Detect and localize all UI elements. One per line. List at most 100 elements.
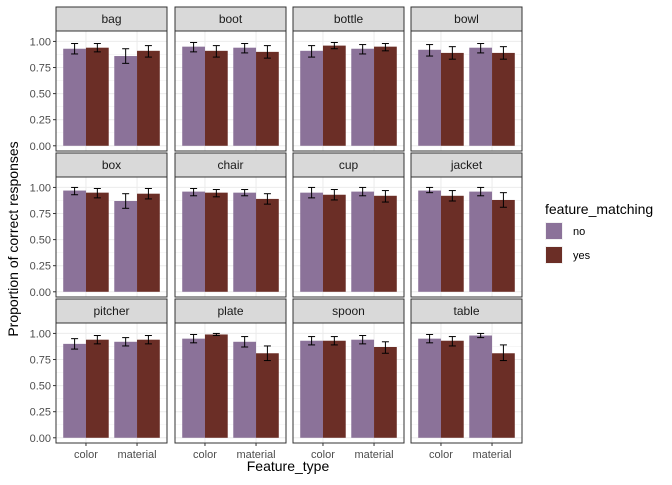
panel-jacket: jacket [410, 152, 523, 298]
facet-strip [55, 6, 168, 32]
bar-material-no [114, 56, 138, 146]
bar-material-yes [137, 339, 160, 438]
bar-material-yes [374, 347, 397, 438]
bar-material-yes [492, 353, 515, 438]
y-tick-label: 0.25 [30, 115, 51, 127]
legend-key-no [546, 223, 562, 239]
bar-color-no [418, 49, 441, 146]
panel-cup: cup [292, 152, 405, 298]
bar-material-yes [137, 193, 160, 292]
facet-strip-label: box [102, 158, 121, 172]
bar-material-no [114, 341, 138, 438]
x-tick-label: color [429, 449, 453, 461]
panel-plate: plate color material [174, 298, 287, 461]
panel-table: table color material [410, 298, 523, 461]
panel-pitcher: pitcher 0.00 0.25 0.50 0.75 1.00 color material [30, 298, 168, 461]
panel-border [410, 176, 523, 298]
bar-material-no [233, 192, 257, 292]
y-tick-label: 0.00 [30, 287, 51, 299]
facet-strip-label: spoon [332, 304, 365, 318]
y-tick-label: 1.00 [30, 328, 51, 340]
x-axis-title: Feature_type [247, 458, 330, 474]
bar-color-no [300, 50, 323, 146]
bar-material-yes [492, 52, 515, 146]
facet-strip-label: bag [101, 12, 121, 26]
panel-border [292, 322, 405, 444]
panel-border [174, 176, 287, 298]
y-tick-label: 0.75 [30, 63, 51, 75]
panel-border [410, 30, 523, 152]
facet-strip-label: plate [217, 304, 243, 318]
panel-spoon: spoon color material [292, 298, 405, 461]
bar-color-yes [85, 192, 109, 292]
bar-color-yes [440, 340, 464, 438]
bar-material-no [351, 191, 375, 292]
panel-chair: chair [174, 152, 287, 298]
x-tick-label: color [193, 449, 217, 461]
panel-border [55, 176, 168, 298]
x-tick-label: material [236, 449, 275, 461]
panel-border [55, 322, 168, 444]
x-tick-label: material [354, 449, 393, 461]
y-axis-title: Proportion of correct responses [5, 141, 21, 336]
bar-color-yes [322, 45, 346, 146]
bar-material-no [469, 191, 493, 292]
y-tick-label: 0.50 [30, 89, 51, 101]
bar-color-yes [322, 340, 346, 438]
bar-color-no [182, 46, 205, 146]
facet-strip [292, 152, 405, 178]
bar-color-no [418, 338, 441, 438]
bar-color-no [182, 191, 205, 292]
x-tick-label: color [311, 449, 335, 461]
legend-key-yes [546, 247, 562, 263]
legend-title: feature_matching [545, 201, 653, 217]
bar-color-no [63, 190, 86, 292]
bar-material-no [233, 341, 257, 438]
y-tick-label: 0.50 [30, 235, 51, 247]
panel-box: box 0.00 0.25 0.50 0.75 1.00 [30, 152, 168, 299]
panel-border [174, 322, 287, 444]
bar-material-no [469, 47, 493, 146]
bar-material-no [469, 335, 493, 438]
panel-bag: bag 0.00 0.25 0.50 0.75 1.00 [30, 6, 168, 153]
legend-label: yes [573, 250, 591, 262]
y-tick-label: 0.25 [30, 261, 51, 273]
facet-strip-label: bottle [334, 12, 364, 26]
facet-strip [410, 6, 523, 32]
y-tick-label: 0.75 [30, 209, 51, 221]
bar-material-yes [374, 46, 397, 146]
bar-material-yes [256, 198, 279, 292]
legend-label: no [573, 226, 585, 238]
x-tick-label: material [472, 449, 511, 461]
panel-bottle: bottle [292, 6, 405, 152]
bar-material-no [351, 339, 375, 438]
bar-color-yes [322, 194, 346, 292]
panel-border [410, 322, 523, 444]
facet-strip-label: table [453, 304, 479, 318]
bar-material-yes [137, 50, 160, 146]
bar-material-yes [256, 51, 279, 146]
x-tick-label: material [117, 449, 156, 461]
y-tick-label: 0.00 [30, 433, 51, 445]
y-tick-label: 0.75 [30, 355, 51, 367]
facet-strip [410, 152, 523, 178]
bar-material-no [351, 48, 375, 146]
facet-strip [174, 152, 287, 178]
y-tick-label: 1.00 [30, 36, 51, 48]
panel-border [292, 30, 405, 152]
facet-strip-label: chair [217, 158, 243, 172]
facet-strip-label: boot [219, 12, 243, 26]
bar-material-yes [374, 195, 397, 292]
facet-strip [292, 298, 405, 324]
bar-color-no [300, 340, 323, 438]
bar-color-yes [204, 334, 228, 438]
x-tick-label: color [74, 449, 98, 461]
bar-color-yes [440, 195, 464, 292]
bar-color-no [300, 192, 323, 292]
bar-material-yes [492, 199, 515, 292]
legend: feature_matching no yes [545, 201, 653, 264]
y-tick-label: 0.00 [30, 141, 51, 153]
facet-strip-label: jacket [450, 158, 483, 172]
y-tick-label: 0.50 [30, 381, 51, 393]
